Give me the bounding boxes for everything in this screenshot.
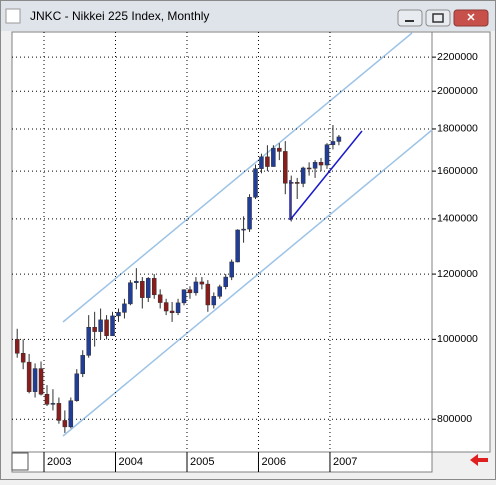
- scroll-arrow[interactable]: [470, 454, 488, 466]
- candle-body: [247, 197, 252, 230]
- candle-body: [265, 156, 270, 167]
- candle-body: [86, 326, 91, 356]
- trend-line: [289, 130, 363, 221]
- candle-body: [169, 310, 175, 314]
- candle-body: [306, 167, 312, 170]
- y-tick-label: 1600000: [437, 165, 478, 177]
- candle-body: [235, 229, 240, 263]
- y-tick-label: 1400000: [437, 213, 478, 225]
- candle-body: [205, 283, 211, 306]
- y-tick-label: 1200000: [437, 268, 478, 280]
- candle-body: [128, 282, 133, 305]
- y-axis-area: [431, 31, 491, 453]
- y-tick-label: 2000000: [437, 85, 478, 97]
- candle-body: [56, 403, 62, 421]
- candle-body: [157, 294, 163, 303]
- minimize-button[interactable]: [397, 9, 423, 27]
- scroll-box[interactable]: [11, 452, 29, 471]
- candle-body: [259, 156, 264, 169]
- x-tick-label: 2007: [333, 456, 357, 468]
- x-tick-label: 2004: [118, 456, 142, 468]
- candle-body: [283, 151, 288, 184]
- candle-body: [80, 355, 85, 375]
- x-tick-label: 2006: [261, 456, 285, 468]
- candle-body: [134, 281, 139, 283]
- candle-body: [122, 303, 127, 313]
- y-tick-label: 800000: [437, 413, 472, 425]
- candle-body: [223, 276, 228, 287]
- x-axis-area: [11, 451, 433, 473]
- candle-body: [330, 141, 336, 145]
- marks: 800000 1000000 1200000 1400000 1600000 180000…: [12, 32, 478, 472]
- candle-body: [312, 162, 318, 169]
- x-tick-label: 2005: [190, 456, 214, 468]
- close-icon: ✕: [466, 12, 475, 24]
- maximize-button[interactable]: [425, 9, 451, 27]
- candle-body: [44, 393, 50, 405]
- upper-channel-line: [62, 32, 413, 323]
- candle-body: [26, 361, 32, 392]
- candle-body: [187, 289, 193, 294]
- candle-body: [288, 182, 294, 184]
- candle-body: [151, 278, 157, 296]
- candle-body: [277, 147, 282, 152]
- candle-body: [193, 281, 199, 294]
- candle-body: [318, 162, 324, 166]
- candle-body: [241, 228, 246, 231]
- candle-body: [32, 368, 38, 392]
- plot-area: [11, 31, 433, 453]
- candle-body: [199, 281, 205, 285]
- lower-channel-line: [62, 129, 433, 437]
- candle-body: [20, 353, 26, 363]
- candle-body: [140, 281, 145, 298]
- candle-body: [146, 278, 151, 298]
- candle-body: [324, 144, 330, 166]
- candle-body: [98, 319, 103, 332]
- candle-body: [92, 326, 97, 332]
- candle-body: [116, 312, 121, 317]
- candle-body: [175, 302, 181, 314]
- candle-body: [104, 319, 109, 337]
- maximize-icon: [432, 13, 444, 23]
- window-title: JNKC - Nikkei 225 Index, Monthly: [30, 9, 209, 23]
- candle-body: [68, 400, 74, 428]
- candle-body: [62, 420, 68, 428]
- y-tick-label: 1800000: [437, 123, 478, 135]
- candle-body: [211, 296, 217, 306]
- candle-body: [14, 339, 20, 354]
- candle-body: [271, 147, 276, 167]
- window-icon: [5, 8, 21, 24]
- candle-body: [50, 403, 56, 405]
- candle-body: [163, 302, 169, 312]
- close-button[interactable]: [453, 9, 489, 27]
- candle-body: [74, 373, 80, 401]
- candle-body: [294, 182, 300, 184]
- candle-body: [181, 289, 187, 304]
- y-tick-label: 1000000: [437, 333, 478, 345]
- candle-body: [336, 136, 342, 142]
- x-tick-label: 2003: [47, 456, 71, 468]
- candle-body: [38, 368, 44, 395]
- candle-body: [229, 261, 234, 278]
- candle-body: [217, 286, 223, 297]
- candle-body: [110, 315, 115, 337]
- candle-body: [300, 167, 306, 184]
- y-tick-label: 2200000: [437, 51, 478, 63]
- candle-body: [253, 168, 258, 198]
